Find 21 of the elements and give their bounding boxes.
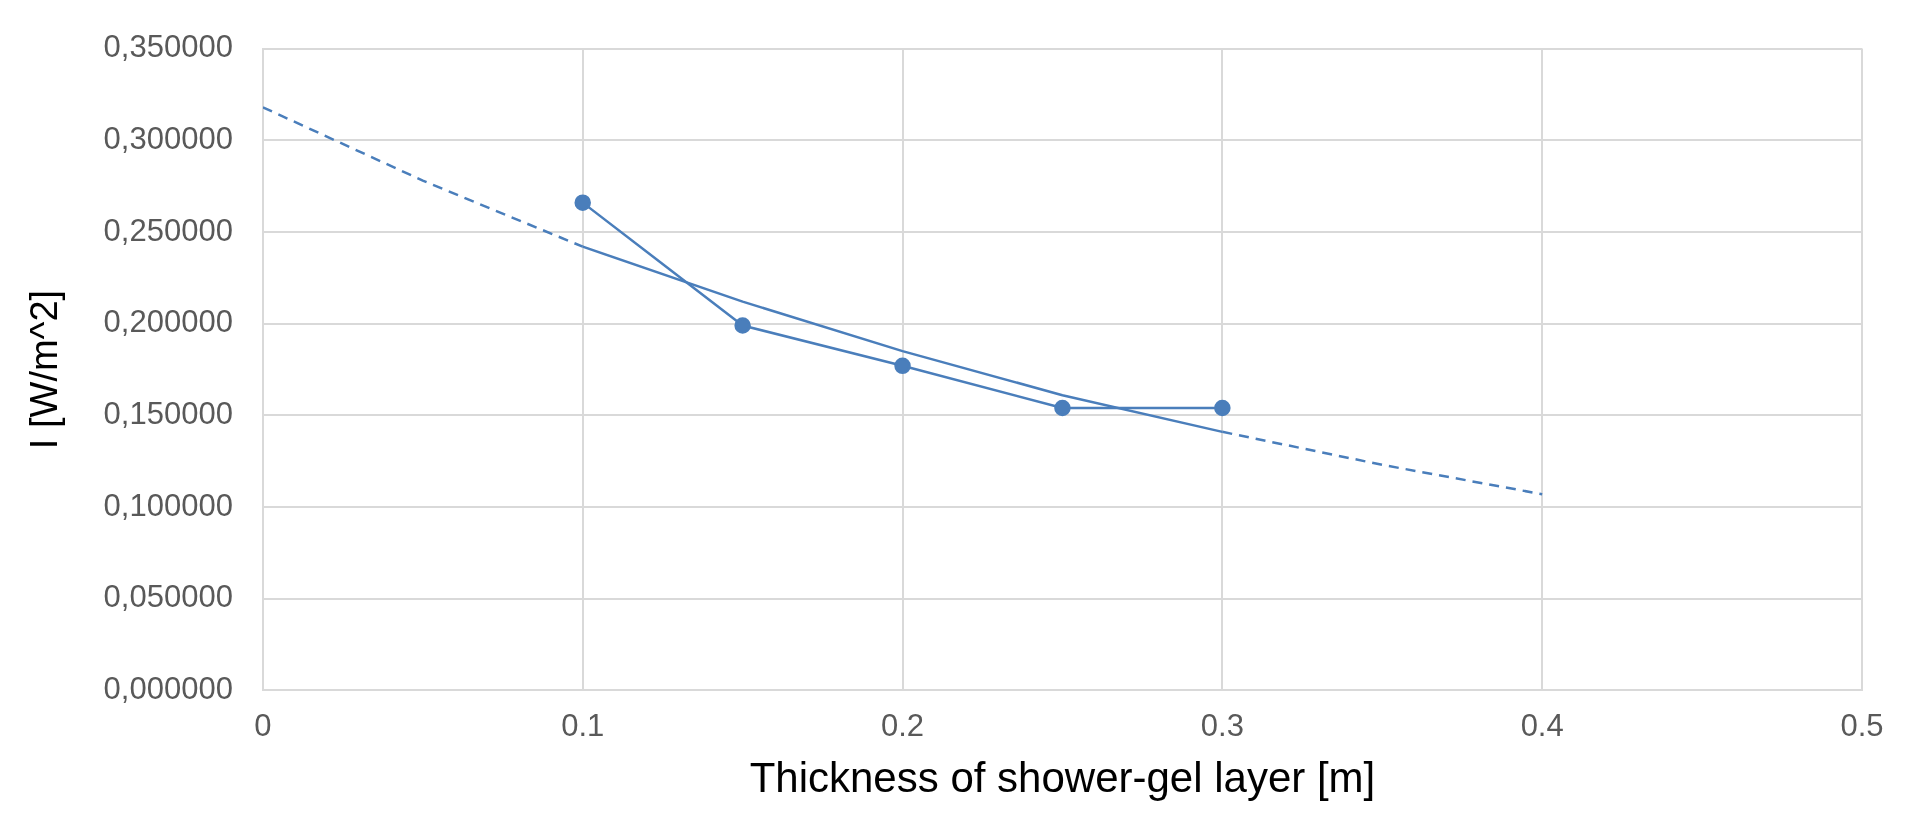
point: [894, 357, 911, 375]
x-tick-label: 0.4: [1520, 707, 1564, 743]
x-tick-label: 0.3: [1200, 707, 1244, 743]
y-tick-label: 0,350000: [103, 29, 233, 65]
y-tick-label: 0,300000: [103, 120, 233, 156]
y-tick-label: 0,100000: [103, 487, 233, 523]
point: [1054, 399, 1071, 417]
point: [734, 317, 751, 334]
point: [574, 194, 591, 211]
x-tick-label: 0.1: [561, 707, 605, 743]
x-tick-label: 0.2: [880, 707, 925, 743]
x-axis-title: Thickness of shower-gel layer [m]: [749, 754, 1376, 802]
y-tick-label: 0,150000: [103, 395, 233, 431]
point: [1214, 399, 1231, 417]
y-tick-label: 0,050000: [103, 579, 233, 615]
x-tick-label: 0: [254, 707, 272, 743]
y-tick-label: 0,000000: [103, 670, 233, 706]
x-tick-label: 0.5: [1840, 707, 1884, 743]
y-axis-title: I [W/m^2]: [23, 289, 66, 450]
y-tick-label: 0,200000: [103, 304, 233, 340]
y-tick-label: 0,250000: [103, 212, 233, 248]
